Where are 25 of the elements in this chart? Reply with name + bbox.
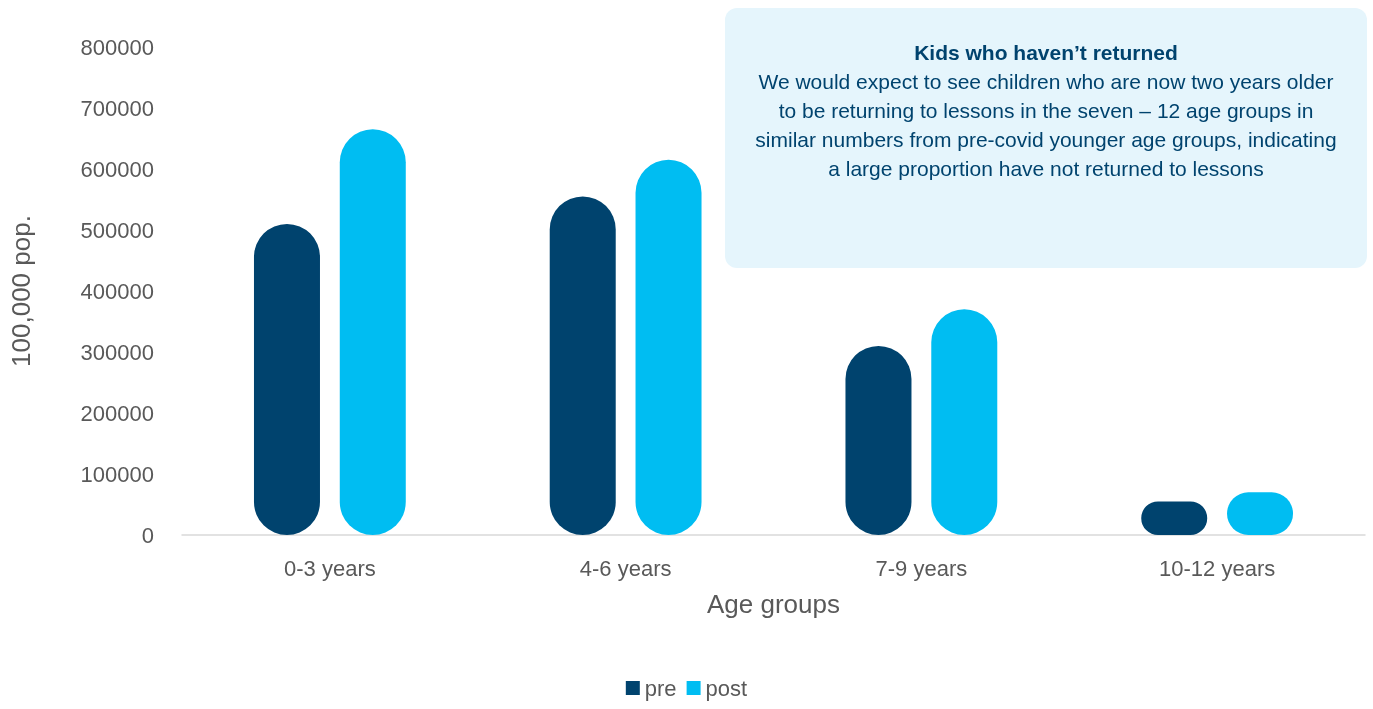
y-axis-title: 100,000 pop. [6,215,36,367]
annotation: We would expect to see children who are now two years older to be returning to lessons in the seven – 12 age groups in similar numbers from pre-covid younger age groups, indicating a large proportion have not returned to lessons [755,69,1337,182]
x-tick-label: 4-6 years [579,555,672,581]
y-tick-label: 200000 [80,400,154,426]
bar [253,223,320,535]
legend-label: pre [644,675,677,701]
y-tick-label: 400000 [80,278,154,304]
callout-box: Kids who haven’t returned We would expect to see children who are now two years older to be returning to lessons in the seven – 12 age groups in similar numbers from pre-covid younger age groups, indicating a large proportion have not returned to lessons [725,8,1367,268]
y-tick-label: 500000 [80,217,154,243]
x-axis-title: Age groups [707,589,840,619]
y-tick-label: 0 [141,522,154,548]
x-tick-label: 10-12 years [1159,555,1276,581]
bar [931,309,998,535]
legend-label: post [705,675,748,701]
y-tick-label: 100000 [80,461,154,487]
y-tick-label: 600000 [80,156,154,182]
bar [635,159,702,535]
bar [339,129,406,535]
y-tick-label: 300000 [80,339,154,365]
bar [549,196,616,535]
x-tick-label: 7-9 years [875,555,968,581]
y-tick-label: 800000 [80,34,154,60]
y-tick-label: 700000 [80,95,154,121]
annotation: Kids who haven’t returned [913,40,1179,66]
x-tick-label: 0-3 years [284,555,376,581]
